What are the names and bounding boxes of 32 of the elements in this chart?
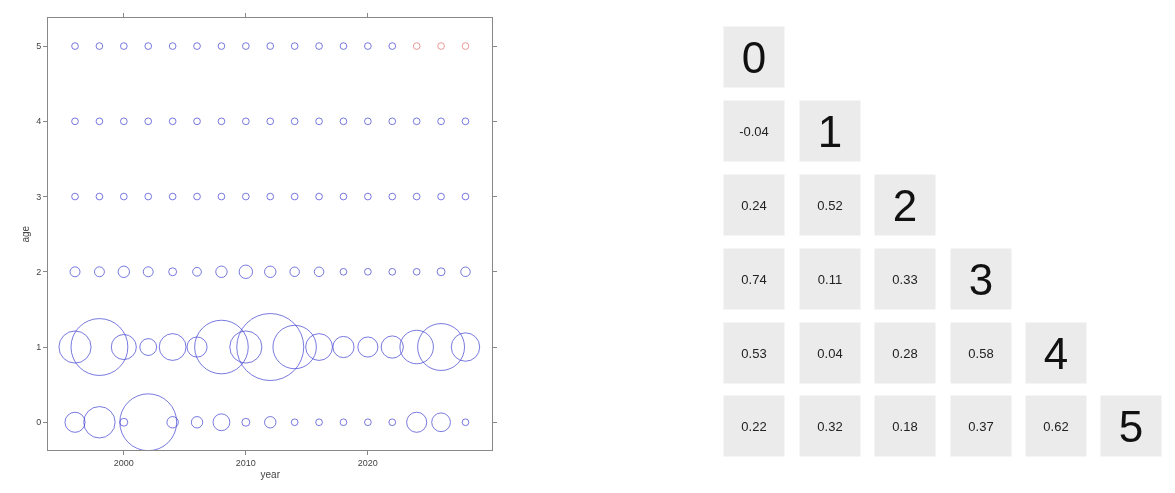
y-tick-label: 5 [36, 41, 42, 52]
y-tick-label: 2 [36, 266, 42, 277]
text: 5 [1118, 401, 1144, 451]
text: -0.04 [739, 123, 769, 139]
y-tick-label: 0 [36, 417, 42, 428]
y-tick-label: 3 [36, 191, 42, 202]
text: 0.52 [817, 197, 843, 213]
text: 0.18 [892, 418, 918, 434]
y-tick-label: 1 [36, 342, 42, 353]
text: 0.28 [892, 345, 918, 361]
text: 0 [741, 32, 767, 82]
x-tick-label: 2010 [235, 457, 256, 468]
text: 0.58 [968, 345, 994, 361]
text: 0.11 [817, 271, 843, 287]
text: 0.22 [741, 418, 767, 434]
text: 2 [892, 180, 918, 230]
text: 0.37 [968, 418, 994, 434]
y-axis-title: age [20, 225, 32, 243]
text: 1 [817, 106, 843, 156]
text: 0.62 [1043, 418, 1069, 434]
text: 0.53 [741, 345, 767, 361]
x-tick-label: 2000 [113, 457, 134, 468]
text: 4 [1043, 328, 1069, 378]
x-tick-label: 2020 [357, 457, 378, 468]
text: 0.33 [892, 271, 918, 287]
text: 3 [968, 254, 994, 304]
text: 0.74 [741, 271, 767, 287]
text: 0.32 [817, 418, 843, 434]
text: 0.04 [817, 345, 843, 361]
y-tick-label: 4 [36, 116, 42, 127]
x-axis-title: year [260, 469, 281, 481]
text: 0.24 [741, 197, 767, 213]
